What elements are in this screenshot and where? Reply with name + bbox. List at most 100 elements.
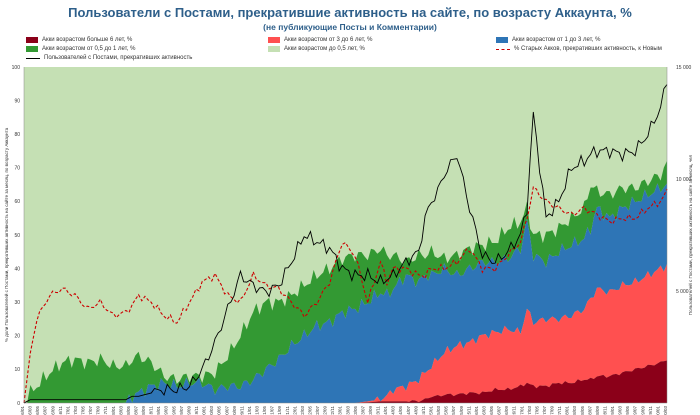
x-tick-label: 2029/09 — [640, 406, 645, 415]
x-tick-label: 2019/05 — [171, 406, 176, 415]
x-tick-label: 2023/07 — [360, 406, 365, 415]
legend-item-line: Пользователей с Постами, прекративших ак… — [26, 55, 192, 61]
x-tick-label: 2029/11 — [648, 406, 653, 415]
x-tick-label: 2016/09 — [50, 406, 55, 415]
legend-item-lt05: Акки возрастом до 0,5 лет, % — [268, 46, 365, 52]
x-tick-label: 2024/09 — [413, 406, 418, 415]
y-left-tick: 80 — [14, 132, 20, 138]
legend-item-1to3: Акки возрастом от 1 до 3 лет, % — [496, 37, 600, 43]
x-tick-label: 2019/03 — [164, 406, 169, 415]
x-tick-label: 2025/05 — [444, 406, 449, 415]
x-tick-label: 2022/05 — [307, 406, 312, 415]
x-tick-label: 2022/11 — [330, 406, 335, 415]
x-tick-label: 2024/07 — [406, 406, 411, 415]
legend-label-dashed: % Старых Акков, прекративших активность,… — [514, 46, 662, 52]
legend-swatch-gt6 — [26, 37, 38, 43]
y-left-tick: 100 — [12, 65, 21, 71]
x-tick-label: 2028/09 — [595, 406, 600, 415]
x-tick-label: 2026/11 — [512, 406, 517, 415]
x-tick-label: 2028/07 — [587, 406, 592, 415]
legend-swatch-3to6 — [268, 37, 280, 43]
x-tick-label: 2025/07 — [451, 406, 456, 415]
series-dashed-ratio — [23, 186, 668, 404]
x-tick-label: 2023/09 — [368, 406, 373, 415]
legend-label-3to6: Акки возрастом от 3 до 6 лет, % — [284, 37, 373, 43]
x-tick-label: 2024/01 — [383, 406, 388, 415]
x-tick-label: 2023/11 — [376, 406, 381, 415]
y-left-tick: 20 — [14, 334, 20, 340]
x-tick-label: 2021/07 — [270, 406, 275, 415]
x-tick-label: 2021/05 — [262, 406, 267, 415]
x-tick-label: 2016/07 — [43, 406, 48, 415]
x-tick-label: 2025/01 — [428, 406, 433, 415]
x-tick-label: 2028/01 — [565, 406, 570, 415]
y-left-tick: 30 — [14, 300, 20, 306]
area-gt6 — [24, 360, 667, 403]
x-tick-label: 2021/01 — [247, 406, 252, 415]
x-tick-label: 2017/09 — [96, 406, 101, 415]
x-tick-label: 2027/03 — [527, 406, 532, 415]
x-tick-label: 2026/09 — [504, 406, 509, 415]
x-tick-label: 2019/11 — [194, 406, 199, 415]
x-tick-label: 2016/11 — [58, 406, 63, 415]
x-tick-label: 2030/03 — [663, 406, 668, 415]
x-tick-label: 2024/05 — [398, 406, 403, 415]
series-users-line — [23, 84, 668, 404]
area-1to3 — [24, 183, 667, 403]
x-tick-label: 2027/07 — [542, 406, 547, 415]
y-right-tick: 5 000 — [676, 289, 689, 295]
area-05to1 — [24, 160, 667, 403]
x-tick-label: 2021/09 — [277, 406, 282, 415]
x-tick-label: 2022/09 — [323, 406, 328, 415]
x-tick-label: 2030/01 — [655, 406, 660, 415]
chart-title: Пользователи с Постами, прекратившие акт… — [68, 5, 632, 20]
x-tick-label: 2028/11 — [602, 406, 607, 415]
legend-swatch-1to3 — [496, 37, 508, 43]
x-tick-label: 2024/03 — [391, 406, 396, 415]
y-left-tick: 70 — [14, 166, 20, 172]
x-tick-label: 2029/01 — [610, 406, 615, 415]
x-tick-label: 2020/03 — [209, 406, 214, 415]
y-left-tick: 50 — [14, 233, 20, 239]
chart-subtitle: (не публикующие Посты и Комментарии) — [263, 22, 437, 32]
x-tick-label: 2019/01 — [156, 406, 161, 415]
y-left-axis-label: % доли Пользователей с Постами, прекрати… — [3, 127, 9, 342]
legend-label-lt05: Акки возрастом до 0,5 лет, % — [284, 46, 365, 52]
x-tick-label: 2026/03 — [481, 406, 486, 415]
x-tick-label: 2020/01 — [202, 406, 207, 415]
x-tick-label: 2026/05 — [489, 406, 494, 415]
x-tick-label: 2029/07 — [633, 406, 638, 415]
y-right-tick: 10 000 — [676, 177, 692, 183]
x-tick-label: 2016/03 — [28, 406, 33, 415]
x-tick-label: 2022/07 — [315, 406, 320, 415]
x-tick-label: 2025/09 — [459, 406, 464, 415]
legend-swatch-dashed — [496, 48, 510, 50]
x-tick-label: 2018/05 — [126, 406, 131, 415]
legend-item-gt6: Акки возрастом больше 6 лет, % — [26, 37, 132, 43]
x-tick-label: 2018/01 — [111, 406, 116, 415]
y-left-tick: 40 — [14, 266, 20, 272]
x-tick-label: 2029/05 — [625, 406, 630, 415]
x-tick-label: 2017/11 — [103, 406, 108, 415]
x-tick-label: 2021/11 — [285, 406, 290, 415]
x-tick-label: 2020/05 — [217, 406, 222, 415]
legend-item-dashed: % Старых Акков, прекративших активность,… — [496, 46, 662, 52]
x-tick-label: 2020/09 — [232, 406, 237, 415]
x-tick-label: 2023/05 — [353, 406, 358, 415]
y-left-tick: 60 — [14, 199, 20, 205]
legend-swatch-lt05 — [268, 46, 280, 52]
x-tick-label: 2019/07 — [179, 406, 184, 415]
area-3to6 — [24, 263, 667, 403]
legend-label-gt6: Акки возрастом больше 6 лет, % — [42, 37, 133, 43]
x-tick-label: 2016/01 — [20, 406, 25, 415]
x-tick-label: 2018/03 — [118, 406, 123, 415]
x-tick-label: 2018/09 — [141, 406, 146, 415]
legend-swatch-05to1 — [26, 46, 38, 52]
y-right-tick: 15 000 — [676, 65, 692, 71]
y-left-tick: 90 — [14, 98, 20, 104]
x-tick-label: 2028/05 — [580, 406, 585, 415]
x-tick-label: 2017/05 — [81, 406, 86, 415]
x-tick-label: 2027/05 — [534, 406, 539, 415]
legend-swatch-line — [26, 57, 40, 59]
